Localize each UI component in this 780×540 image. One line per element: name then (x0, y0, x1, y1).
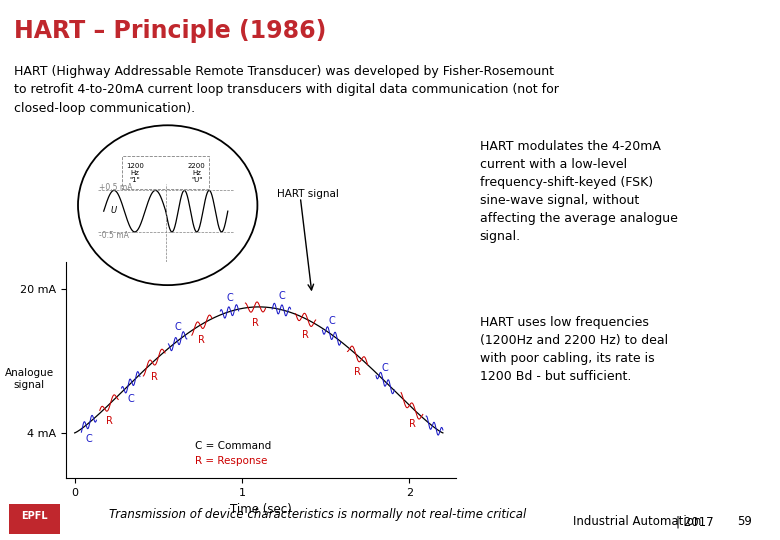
Text: HART – Principle (1986): HART – Principle (1986) (14, 19, 326, 43)
Text: R: R (252, 318, 259, 328)
Text: Analogue
signal: Analogue signal (5, 368, 54, 390)
Text: C: C (328, 316, 335, 326)
Text: -0.5 mA: -0.5 mA (99, 231, 129, 240)
Text: R = Response: R = Response (195, 456, 268, 467)
Text: Transmission of device characteristics is normally not real-time critical: Transmission of device characteristics i… (109, 508, 526, 521)
Text: HART (Highway Addressable Remote Transducer) was developed by Fisher-Rosemount
t: HART (Highway Addressable Remote Transdu… (14, 65, 559, 115)
Text: HART signal: HART signal (277, 189, 339, 199)
Text: 59: 59 (737, 515, 752, 528)
Text: Industrial Automation: Industrial Automation (573, 515, 702, 528)
Text: C: C (381, 363, 388, 373)
Text: U: U (111, 206, 117, 215)
Text: C: C (127, 394, 134, 404)
Text: +0.5 mA: +0.5 mA (99, 183, 133, 192)
Text: 1200
Hz
"1": 1200 Hz "1" (126, 163, 144, 183)
Text: C: C (278, 291, 285, 301)
Bar (122, 156, 209, 189)
Text: EPFL: EPFL (21, 511, 48, 521)
Text: R: R (409, 419, 416, 429)
Text: 2200
Hz
"U": 2200 Hz "U" (188, 163, 206, 183)
Text: R: R (302, 330, 309, 340)
Text: R: R (354, 367, 361, 377)
X-axis label: Time (sec): Time (sec) (230, 503, 292, 516)
Text: HART uses low frequencies
(1200Hz and 2200 Hz) to deal
with poor cabling, its ra: HART uses low frequencies (1200Hz and 22… (480, 316, 668, 383)
Text: C: C (226, 293, 233, 303)
Text: C: C (174, 322, 181, 333)
Text: C: C (86, 434, 92, 444)
Text: R: R (198, 335, 205, 346)
Text: C = Command: C = Command (195, 441, 271, 451)
Text: R: R (105, 416, 112, 426)
Text: R: R (151, 372, 158, 382)
Text: | 2017: | 2017 (676, 515, 714, 528)
Text: HART modulates the 4-20mA
current with a low-level
frequency-shift-keyed (FSK)
s: HART modulates the 4-20mA current with a… (480, 140, 678, 244)
